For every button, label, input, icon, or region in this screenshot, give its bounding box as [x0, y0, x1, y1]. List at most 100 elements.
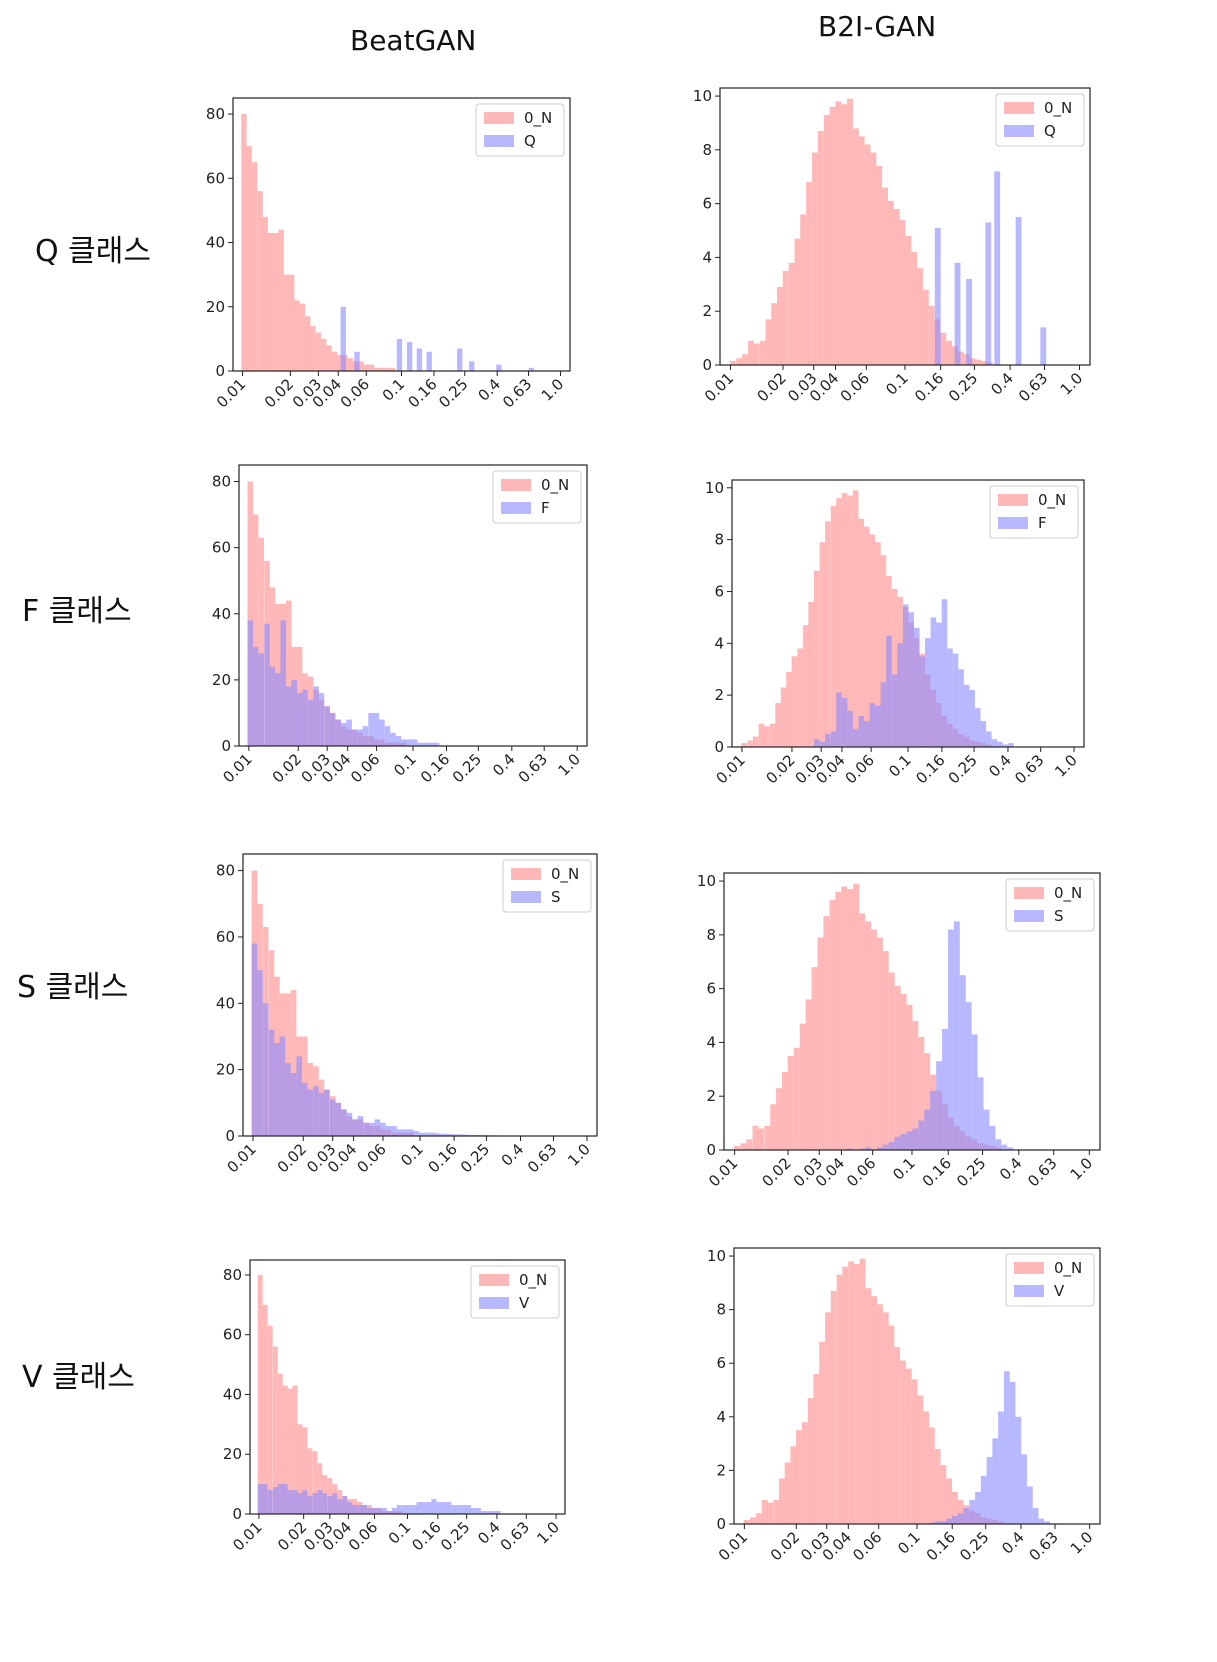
histogram-bar	[969, 1499, 976, 1524]
histogram-bar	[998, 1411, 1004, 1524]
histogram-bar	[771, 303, 778, 365]
histogram-bar	[391, 1126, 397, 1136]
x-tick-label: 0.1	[889, 1154, 919, 1184]
y-tick-label: 20	[216, 1061, 235, 1079]
histogram-bar	[296, 1056, 302, 1136]
histogram-bar	[917, 1395, 924, 1524]
histogram-bar	[368, 712, 374, 746]
histogram-bar	[864, 721, 870, 747]
histogram-bar	[841, 492, 848, 747]
legend-label: 0_N	[551, 865, 579, 884]
series-F-bars	[247, 620, 440, 746]
histogram-bar	[786, 671, 792, 747]
chart-beatgan-s: 0 20 40 60 80 0.01 0.02 0.03 0.04 0.06 0.1 0.16 0.25…	[205, 840, 620, 1198]
histogram-bar	[1015, 217, 1022, 365]
x-tick-label: 0.1	[379, 375, 409, 405]
histogram-bar	[264, 623, 270, 746]
y-tick-label: 8	[714, 531, 724, 549]
y-tick-label: 10	[707, 1247, 726, 1265]
x-tick-label: 1.0	[554, 750, 584, 780]
histogram-bar	[953, 921, 960, 1150]
series-0_N-bars	[241, 114, 396, 371]
histogram-bar	[277, 1484, 283, 1514]
chart-b2igan-s: 0 2 4 6 8 10 0.01 0.02 0.03 0.04 0.06 0.1 0.16 0.25 0.…	[690, 858, 1130, 1203]
histogram-bar	[891, 674, 898, 747]
histogram-bar	[528, 367, 534, 371]
histogram-bar	[918, 1120, 925, 1150]
histogram-bar	[401, 739, 407, 746]
histogram-bar	[983, 1109, 990, 1150]
histogram-bar	[269, 587, 276, 746]
histogram-bar	[296, 693, 303, 746]
histogram-bar	[273, 232, 279, 371]
histogram-bar	[811, 967, 818, 1150]
histogram-bar	[262, 216, 268, 371]
legend: 0_N F	[989, 485, 1079, 539]
legend-label: F	[541, 499, 550, 517]
histogram-bar	[767, 1502, 774, 1524]
histogram-bar	[952, 1491, 958, 1524]
legend: 0_N Q	[475, 103, 565, 157]
histogram-bar	[836, 1274, 843, 1524]
histogram-bar	[326, 345, 332, 371]
histogram-bar	[808, 601, 814, 747]
histogram-bar	[357, 1116, 364, 1136]
x-tick-label: 0.02	[767, 1528, 803, 1564]
histogram-bar	[847, 98, 853, 366]
histogram-bar	[905, 235, 912, 365]
x-tick-label: 0.63	[524, 1140, 560, 1176]
histogram-bar	[285, 1063, 291, 1136]
histogram-bar	[957, 1499, 964, 1524]
histogram-bar	[836, 692, 842, 747]
histogram-bar	[836, 498, 842, 747]
x-tick-label: 0.63	[497, 1518, 533, 1554]
histogram-bar	[301, 1082, 308, 1136]
y-tick-label: 0	[714, 738, 724, 756]
x-tick-label: 0.25	[437, 1518, 473, 1554]
y-tick-label: 20	[212, 671, 231, 689]
histogram-bar	[285, 600, 292, 746]
histogram-bar	[946, 1478, 953, 1524]
legend-label: Q	[1044, 122, 1056, 140]
histogram-bar	[769, 723, 776, 747]
y-tick-label: 40	[206, 234, 225, 252]
histogram-bar	[819, 741, 826, 747]
histogram-bar	[317, 1490, 323, 1514]
histogram-bar	[267, 232, 274, 371]
histogram-bar	[282, 1385, 288, 1514]
histogram-bar	[294, 300, 300, 371]
histogram-bar	[324, 706, 330, 746]
histogram-bar	[368, 1122, 375, 1136]
y-tick-label: 10	[697, 872, 716, 890]
legend: 0_N V	[1005, 1253, 1095, 1307]
histogram-bar	[957, 351, 964, 365]
chart-beatgan-f: 0 20 40 60 80 0.01 0.02 0.03 0.04 0.06 0.1 0.16 0.25…	[195, 455, 620, 800]
y-tick-label: 4	[716, 1408, 726, 1426]
histogram-bar	[758, 723, 765, 747]
histogram-bar	[406, 1505, 412, 1514]
histogram-bar	[496, 364, 502, 371]
histogram-bar	[340, 722, 347, 746]
y-tick-label: 0	[225, 1127, 235, 1145]
chart-b2igan-q: 0 2 4 6 8 10 0.01 0.02 0.03 0.04 0.06 0.1 0.16 0.25 0.…	[690, 78, 1120, 423]
x-tick-label: 0.4	[489, 750, 519, 780]
y-tick-label: 2	[702, 302, 712, 320]
histogram-bar	[882, 187, 888, 365]
x-tick-label: 0.01	[715, 1528, 751, 1564]
histogram-bar	[390, 367, 396, 371]
x-tick-label: 0.63	[1024, 1154, 1060, 1190]
histogram-bar	[977, 1077, 984, 1150]
x-tick-label: 0.16	[417, 750, 453, 786]
histogram-bar	[791, 656, 798, 747]
x-tick-label: 0.06	[843, 1154, 879, 1190]
histogram-bar	[906, 1131, 913, 1150]
histogram-bar	[302, 1490, 308, 1514]
histogram-bar	[1007, 1147, 1014, 1150]
histogram-bar	[758, 1128, 765, 1150]
histogram-bar	[852, 490, 859, 747]
histogram-bar	[1015, 1416, 1022, 1524]
legend: 0_N S	[1005, 878, 1095, 932]
histogram-bar	[780, 687, 787, 747]
histogram-bar	[327, 1496, 333, 1514]
histogram-bar	[733, 1145, 740, 1150]
